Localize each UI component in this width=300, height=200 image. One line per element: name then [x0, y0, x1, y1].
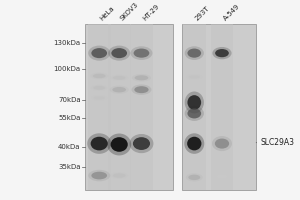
Ellipse shape — [133, 137, 150, 150]
Text: 293T: 293T — [194, 5, 211, 22]
Ellipse shape — [131, 84, 152, 95]
Ellipse shape — [110, 86, 129, 94]
Ellipse shape — [91, 137, 108, 150]
Ellipse shape — [112, 87, 126, 92]
Ellipse shape — [113, 173, 126, 178]
Ellipse shape — [108, 46, 130, 61]
Ellipse shape — [188, 49, 201, 58]
Bar — [88, 24, 111, 190]
Ellipse shape — [87, 133, 111, 154]
Ellipse shape — [93, 86, 105, 90]
Ellipse shape — [185, 106, 204, 121]
Ellipse shape — [107, 134, 131, 155]
Ellipse shape — [134, 86, 148, 93]
Ellipse shape — [94, 96, 105, 100]
Text: 40kDa: 40kDa — [58, 144, 81, 150]
Ellipse shape — [110, 75, 128, 81]
FancyBboxPatch shape — [85, 24, 173, 190]
Ellipse shape — [88, 170, 110, 181]
Ellipse shape — [93, 74, 106, 78]
Ellipse shape — [215, 49, 229, 57]
Text: 100kDa: 100kDa — [53, 66, 81, 72]
Ellipse shape — [214, 174, 230, 179]
Ellipse shape — [188, 108, 201, 118]
Text: 130kDa: 130kDa — [53, 40, 81, 46]
Ellipse shape — [130, 134, 154, 153]
Ellipse shape — [132, 74, 151, 82]
Bar — [108, 24, 130, 190]
Ellipse shape — [185, 91, 204, 113]
Ellipse shape — [184, 133, 204, 154]
Ellipse shape — [217, 175, 227, 178]
Ellipse shape — [111, 48, 127, 58]
Text: 35kDa: 35kDa — [58, 164, 81, 170]
Ellipse shape — [113, 76, 126, 80]
Ellipse shape — [212, 136, 232, 151]
Text: 55kDa: 55kDa — [58, 115, 81, 121]
Text: HeLa: HeLa — [99, 5, 116, 22]
Ellipse shape — [92, 48, 107, 58]
Ellipse shape — [91, 95, 107, 101]
Bar — [211, 24, 233, 190]
Text: 70kDa: 70kDa — [58, 97, 81, 103]
Ellipse shape — [188, 95, 201, 110]
Ellipse shape — [92, 172, 107, 179]
Text: SLC29A3: SLC29A3 — [260, 138, 295, 147]
Text: A-549: A-549 — [222, 3, 241, 22]
Ellipse shape — [90, 73, 108, 79]
Ellipse shape — [88, 46, 110, 61]
Ellipse shape — [189, 75, 200, 79]
Ellipse shape — [185, 46, 204, 60]
Ellipse shape — [111, 137, 128, 152]
Ellipse shape — [186, 173, 203, 181]
Ellipse shape — [217, 79, 227, 83]
Ellipse shape — [110, 172, 128, 179]
Ellipse shape — [134, 49, 149, 58]
Ellipse shape — [186, 74, 202, 80]
Bar — [183, 24, 206, 190]
Ellipse shape — [130, 46, 152, 60]
Ellipse shape — [212, 47, 232, 59]
FancyBboxPatch shape — [182, 24, 256, 190]
Ellipse shape — [214, 78, 230, 83]
Ellipse shape — [91, 85, 108, 91]
Ellipse shape — [188, 175, 200, 180]
Ellipse shape — [215, 139, 229, 149]
Bar — [130, 24, 153, 190]
Text: HT-29: HT-29 — [142, 4, 160, 22]
Ellipse shape — [187, 137, 201, 150]
Text: SKOV3: SKOV3 — [119, 2, 140, 22]
Ellipse shape — [135, 75, 148, 80]
